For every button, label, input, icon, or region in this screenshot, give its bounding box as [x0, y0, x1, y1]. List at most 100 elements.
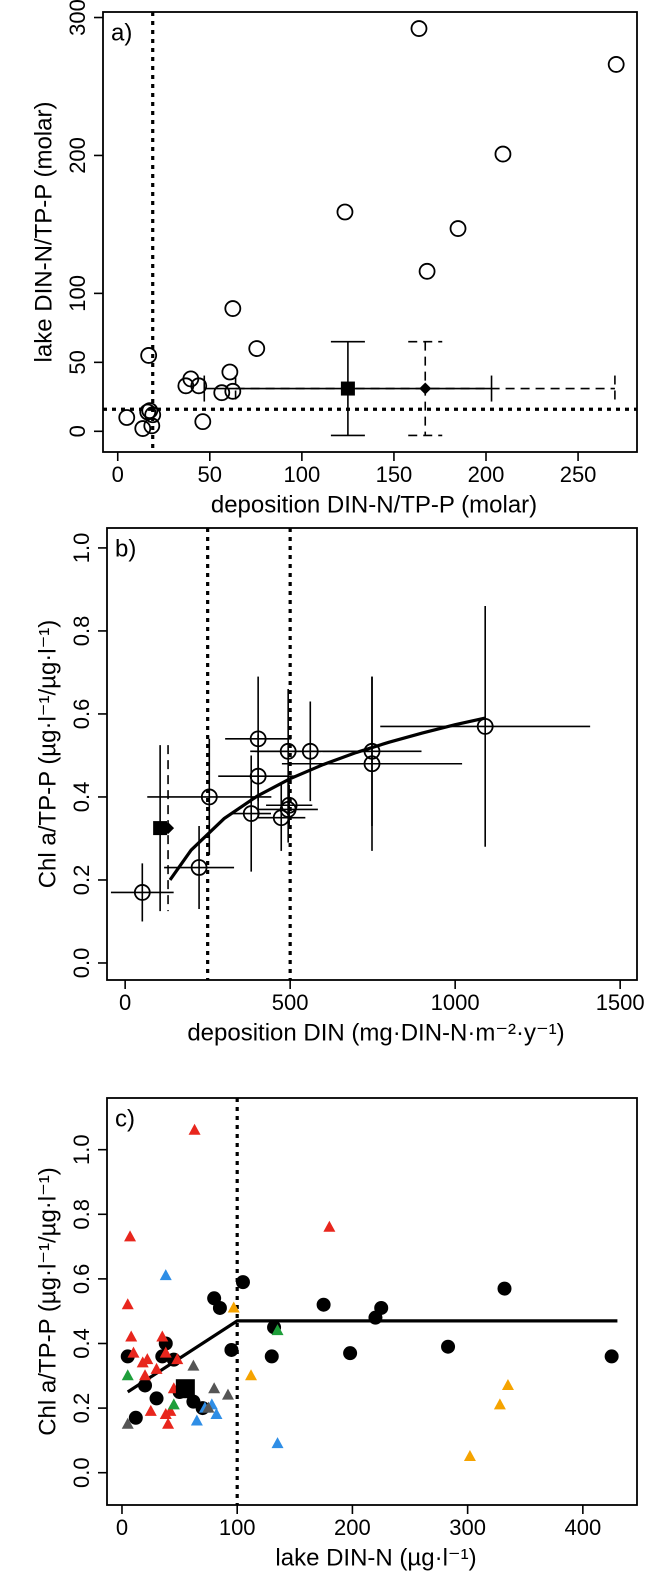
plot-box [106, 1097, 638, 1506]
x-tick-label: 200 [334, 1515, 371, 1540]
point [162, 1417, 175, 1429]
point [124, 1230, 137, 1242]
y-tick-label: 0.6 [69, 1264, 94, 1295]
point [139, 1369, 152, 1381]
point [187, 1359, 200, 1371]
x-tick-label: 1500 [596, 990, 645, 1015]
point [221, 363, 239, 381]
point [224, 1342, 239, 1357]
x-tick-label: 300 [449, 1515, 486, 1540]
y-tick-label: 200 [65, 137, 90, 174]
y-tick-label: 100 [65, 275, 90, 312]
point [140, 347, 158, 364]
y-tick-label: 0.2 [69, 1393, 94, 1424]
point [133, 884, 151, 901]
y-axis-label: lake DIN-N/TP-P (molar) [30, 102, 57, 363]
point [497, 1281, 512, 1296]
point [449, 220, 467, 237]
y-tick-label: 0 [65, 425, 90, 437]
point [212, 1300, 227, 1315]
point [242, 805, 260, 822]
x-tick-label: 0 [116, 1515, 128, 1540]
point [190, 377, 208, 395]
x-tick-label: 0 [119, 990, 131, 1015]
point [271, 1437, 284, 1449]
point [280, 796, 298, 814]
y-tick-label: 0.4 [69, 1328, 94, 1359]
point [410, 20, 428, 37]
point [141, 402, 159, 420]
x-tick-label: 250 [560, 462, 597, 487]
mean-point [419, 382, 432, 395]
y-tick-label: 0.4 [69, 782, 94, 813]
point [144, 1404, 157, 1416]
point [159, 1269, 172, 1281]
y-tick-label: 1.0 [69, 533, 94, 564]
mean-point [162, 822, 175, 835]
x-tick-label: 50 [198, 462, 222, 487]
x-tick-label: 1000 [431, 990, 480, 1015]
x-axis-label: deposition DIN (mg·DIN-N·m⁻²·y⁻¹) [187, 1019, 564, 1046]
point [227, 1301, 240, 1313]
x-tick-label: 200 [468, 462, 505, 487]
point [210, 1408, 223, 1420]
y-axis-label: Chl a/TP-P (µg·l⁻¹/µg·l⁻¹) [34, 1167, 61, 1436]
point [127, 1346, 140, 1358]
point [221, 1388, 234, 1400]
point [167, 1398, 180, 1410]
point [188, 1123, 201, 1135]
point [171, 1353, 184, 1365]
x-tick-label: 100 [219, 1515, 256, 1540]
point [121, 1298, 134, 1310]
point [336, 203, 354, 221]
point [343, 1346, 358, 1361]
point [418, 262, 436, 280]
point [264, 1349, 279, 1364]
point [208, 1382, 221, 1394]
point [235, 1275, 250, 1290]
point [202, 1401, 215, 1413]
point [374, 1300, 389, 1315]
x-tick-label: 0 [112, 462, 124, 487]
x-tick-label: 400 [564, 1515, 601, 1540]
point [494, 145, 512, 163]
point [224, 300, 242, 317]
point [164, 1404, 177, 1416]
point [149, 1391, 164, 1406]
x-tick-label: 100 [284, 462, 321, 487]
fit-line [126, 1319, 618, 1394]
point [159, 1346, 172, 1358]
point [138, 1378, 153, 1393]
x-axis-label: lake DIN-N (µg·l⁻¹) [275, 1544, 476, 1571]
point [316, 1297, 331, 1312]
point [463, 1450, 476, 1462]
x-tick-label: 150 [376, 462, 413, 487]
point [501, 1378, 514, 1390]
point [271, 1324, 284, 1336]
point [150, 1362, 163, 1374]
plot-box [106, 527, 638, 981]
point [476, 717, 494, 735]
point [301, 742, 319, 760]
point [248, 340, 266, 357]
point [245, 1369, 258, 1381]
point [121, 1369, 134, 1381]
point [141, 1353, 154, 1365]
x-axis-label: deposition DIN-N/TP-P (molar) [211, 491, 537, 518]
point [190, 1414, 203, 1426]
point [121, 1417, 134, 1429]
point [607, 56, 625, 73]
point [125, 1330, 138, 1342]
panel-label: c) [115, 1105, 135, 1132]
point [323, 1220, 336, 1232]
y-tick-label: 0.2 [69, 865, 94, 896]
fit-line [168, 716, 486, 881]
y-tick-label: 0.0 [69, 948, 94, 979]
point [134, 420, 152, 437]
panel-label: a) [111, 19, 132, 46]
panel-label: b) [115, 535, 136, 562]
point [604, 1349, 619, 1364]
plot-box [102, 11, 638, 453]
